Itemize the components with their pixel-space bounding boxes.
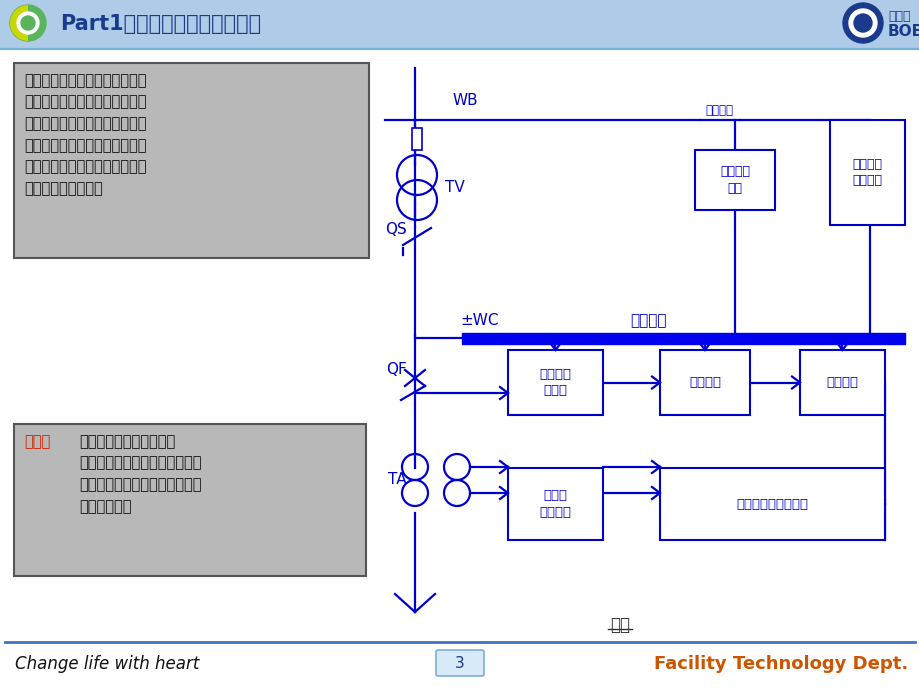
FancyBboxPatch shape [800,350,884,415]
FancyBboxPatch shape [507,350,602,415]
FancyBboxPatch shape [412,128,422,150]
Text: 能使看图人对整个装置的
构成有一个整体概念，可清楚了
解二次回路各设备间的电气联系
和动作原理。: 能使看图人对整个装置的 构成有一个整体概念，可清楚了 解二次回路各设备间的电气联… [79,434,201,514]
Text: 京东方: 京东方 [887,10,910,23]
FancyBboxPatch shape [14,424,366,576]
Circle shape [853,14,871,32]
Wedge shape [10,5,28,41]
FancyBboxPatch shape [0,0,919,49]
Text: 直流绝缘
监察装置: 直流绝缘 监察装置 [852,157,881,188]
FancyBboxPatch shape [507,468,602,540]
FancyBboxPatch shape [436,650,483,676]
Text: 其他用电: 其他用电 [704,104,732,117]
Text: 直流操作
电源: 直流操作 电源 [720,165,749,195]
Text: 3: 3 [455,656,464,671]
Text: Facility Technology Dept.: Facility Technology Dept. [653,655,907,673]
Text: 在图一所有仪表和继电器都是以
整体形式的设备图形符号表示，
不画出内部拉线，而只画出接点
的连接。并将二次部分的电流回
路、电压回路、直流回路和一次
回路图绘制: 在图一所有仪表和继电器都是以 整体形式的设备图形符号表示， 不画出内部拉线，而只… [24,73,146,196]
Text: QF: QF [386,362,406,377]
Text: 特点：: 特点： [24,434,51,449]
Circle shape [848,9,876,37]
FancyBboxPatch shape [829,120,904,225]
Text: QS: QS [385,222,406,237]
FancyBboxPatch shape [659,350,749,415]
Text: 信号系统: 信号系统 [688,376,720,389]
Text: 直流母线: 直流母线 [630,313,665,328]
Text: 断路器控
制回路: 断路器控 制回路 [539,368,571,397]
Text: BOE: BOE [887,23,919,39]
FancyBboxPatch shape [694,150,774,210]
Circle shape [21,16,35,30]
Text: Part1：电气二次回路基础知识: Part1：电气二次回路基础知识 [60,14,261,34]
Text: Change life with heart: Change life with heart [15,655,199,673]
Text: 图一: 图一 [609,616,630,634]
Text: 互感器
二次回路: 互感器 二次回路 [539,489,571,519]
Text: WB: WB [452,93,477,108]
Circle shape [17,12,39,34]
Circle shape [842,3,882,43]
FancyBboxPatch shape [14,63,369,258]
Text: 保护回路: 保护回路 [825,376,857,389]
Text: 电参数测量仪表回路: 电参数测量仪表回路 [736,497,808,511]
FancyBboxPatch shape [659,468,884,540]
Circle shape [10,5,46,41]
Text: TA: TA [388,473,406,488]
Text: ±WC: ±WC [460,313,498,328]
Text: TV: TV [445,180,464,195]
